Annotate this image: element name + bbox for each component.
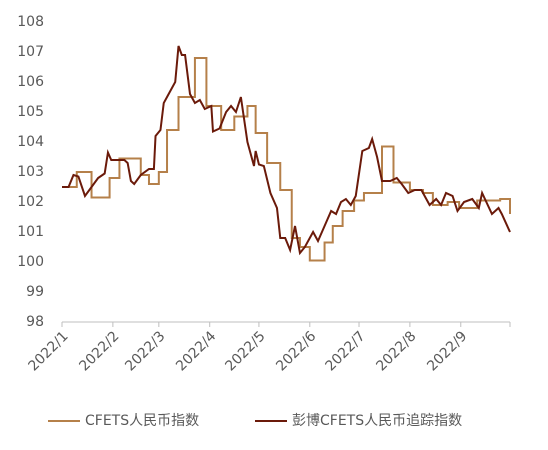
x-tick-label: 2022/8: [373, 328, 419, 374]
y-tick-label: 105: [17, 104, 44, 120]
y-tick-label: 99: [26, 284, 44, 300]
series-line: [62, 57, 511, 262]
y-tick-label: 98: [26, 314, 44, 330]
y-tick-label: 102: [17, 194, 44, 210]
x-tick-label: 2022/9: [424, 328, 470, 374]
y-tick-label: 108: [17, 14, 44, 30]
x-tick-label: 2022/3: [122, 328, 168, 374]
y-tick-label: 101: [17, 224, 44, 240]
y-tick-label: 106: [17, 74, 44, 90]
x-tick-label: 2022/7: [323, 328, 369, 374]
y-tick-label: 104: [17, 134, 44, 150]
x-tick-label: 2022/5: [222, 328, 268, 374]
x-tick-label: 2022/1: [26, 328, 72, 374]
x-tick-label: 2022/2: [76, 328, 122, 374]
x-tick-label: 2022/4: [173, 328, 219, 374]
y-tick-label: 100: [17, 254, 44, 270]
y-tick-label: 107: [17, 44, 44, 60]
legend-label: 彭博CFETS人民币追踪指数: [292, 412, 462, 429]
series-line: [62, 45, 511, 256]
x-tick-label: 2022/6: [273, 328, 319, 374]
y-tick-label: 103: [17, 164, 44, 180]
legend-label: CFETS人民币指数: [85, 413, 199, 429]
